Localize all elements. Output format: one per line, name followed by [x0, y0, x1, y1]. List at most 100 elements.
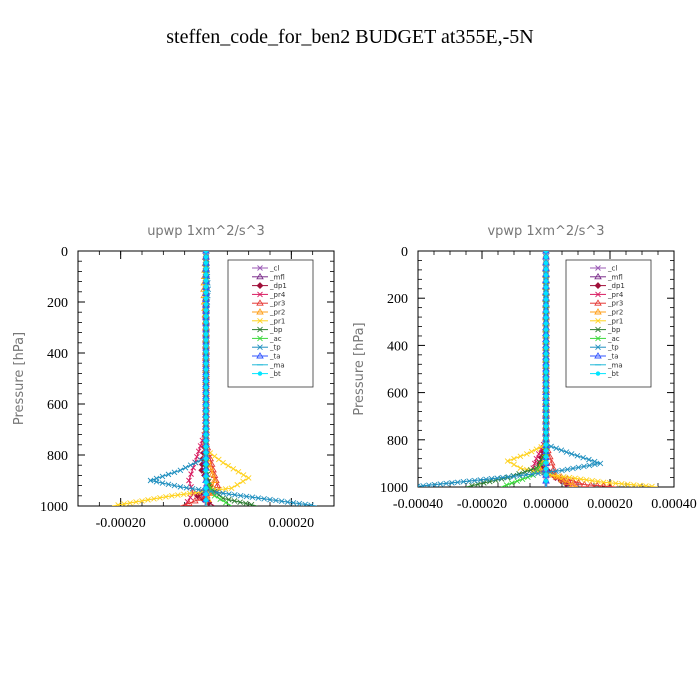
x-tick-label: -0.00040 — [393, 497, 443, 512]
legend-marker — [256, 299, 264, 306]
series-point_pr1 — [175, 492, 181, 498]
series-point_bt — [203, 367, 209, 372]
series-point_pr1 — [643, 483, 649, 487]
series-point_bp — [237, 499, 243, 505]
series-point_pr1 — [637, 482, 643, 487]
legend-label: _ma — [607, 361, 623, 369]
series-point_bt — [203, 314, 209, 319]
series-point_bt — [543, 254, 549, 260]
series-point_bt — [203, 349, 209, 355]
series-point_bt — [203, 456, 209, 461]
legend-marker — [594, 299, 602, 306]
series-point_bt — [543, 418, 549, 423]
series-point_bp — [248, 501, 255, 506]
series-point_bt — [203, 331, 209, 337]
series-point_bt — [543, 327, 549, 332]
series-point_bt — [203, 497, 209, 503]
vpwp-panel: vpwp 1xm^2/s^3 Pressure [hPa] 0 200 400 600 80… — [352, 224, 697, 512]
series-point_bt — [543, 369, 549, 375]
series-point_pr3 — [185, 499, 193, 506]
legend-marker — [595, 265, 601, 271]
series-point_bt — [203, 379, 209, 384]
series-point_tp — [261, 496, 267, 502]
legend-label: _pr1 — [607, 317, 623, 325]
series-point_bp — [527, 467, 534, 473]
legend-marker — [257, 317, 263, 324]
series-point_pr2 — [568, 480, 577, 487]
series-point_bt — [203, 254, 209, 260]
series-point_bt — [543, 345, 549, 351]
series-point_bt — [543, 406, 549, 411]
series-point_pr2 — [547, 470, 555, 477]
series-point_tp — [553, 468, 559, 475]
legend-label: _pr1 — [269, 317, 285, 325]
series-point_pr1 — [228, 485, 235, 491]
series-point_bt — [203, 278, 209, 283]
legend-label: _bp — [269, 326, 283, 334]
series-point_pr1 — [572, 475, 578, 482]
series-point_pr1 — [211, 453, 218, 460]
series-point_tp — [290, 499, 297, 506]
series-point_bt — [543, 387, 549, 393]
series-point_bt — [203, 308, 209, 313]
series-point_bt — [543, 309, 549, 314]
series-point_tp — [575, 464, 582, 471]
series-point_bt — [203, 420, 209, 426]
series-point_bt — [203, 373, 209, 378]
series-point_bt — [543, 279, 549, 284]
legend-label: _bt — [269, 370, 281, 378]
legend-marker — [594, 272, 602, 280]
series-point_bt — [203, 302, 209, 307]
series-point_pr1 — [595, 478, 601, 485]
series-point_bt — [543, 460, 549, 465]
series-point_tp — [570, 465, 576, 472]
series-point_pr1 — [225, 462, 232, 469]
series-point_bt — [203, 474, 209, 479]
series-point_dp1 — [194, 492, 201, 500]
legend-label: _tp — [269, 344, 281, 352]
figure-title: steffen_code_for_ben2 BUDGET at355E,-5N — [166, 26, 534, 48]
series-point_tp — [226, 491, 232, 497]
series-point_tp — [535, 470, 541, 477]
series-point_pr1 — [240, 478, 246, 485]
series-point_ac — [519, 476, 526, 482]
series-point_tp — [214, 489, 220, 496]
y-axis-label: Pressure [hPa] — [12, 332, 27, 425]
legend-marker — [595, 317, 601, 324]
series-point_pr1 — [528, 448, 535, 455]
series-point_tp — [426, 482, 432, 487]
series-point_tp — [182, 464, 189, 471]
series-point_tp — [483, 476, 489, 483]
legend-marker — [256, 352, 264, 359]
series-point_tp — [189, 485, 196, 492]
series-point_tp — [278, 498, 285, 505]
series-point_tp — [296, 500, 303, 506]
series-point_tp — [284, 499, 291, 505]
series-point_bt — [203, 426, 209, 432]
series-point_pr1 — [180, 491, 187, 498]
series-point_tp — [243, 493, 250, 500]
series-point_pr4 — [195, 448, 202, 455]
series-point_pr1 — [220, 459, 226, 466]
series-point_bt — [543, 266, 549, 272]
series-point_pr1 — [517, 465, 524, 471]
series-point_tp — [597, 460, 604, 467]
legend-label: _bp — [607, 326, 621, 334]
series-point_tp — [460, 478, 467, 485]
series-point_tp — [187, 462, 194, 469]
series-point_tp — [231, 492, 238, 498]
legend-marker — [257, 344, 263, 351]
series-point_tp — [302, 501, 309, 506]
series-point_tp — [255, 495, 262, 501]
series-point_bt — [543, 273, 549, 278]
series-point_pr1 — [121, 501, 127, 506]
series-point_pr2 — [563, 478, 572, 485]
series-point_tp — [220, 490, 226, 497]
series-point_pr1 — [555, 473, 561, 479]
series-point_pr1 — [511, 455, 517, 462]
series-point_tp — [494, 475, 501, 481]
series-point_bt — [543, 333, 549, 338]
series-point_tp — [159, 473, 166, 480]
series-point_tp — [559, 467, 565, 474]
series-point_bt — [543, 424, 549, 429]
